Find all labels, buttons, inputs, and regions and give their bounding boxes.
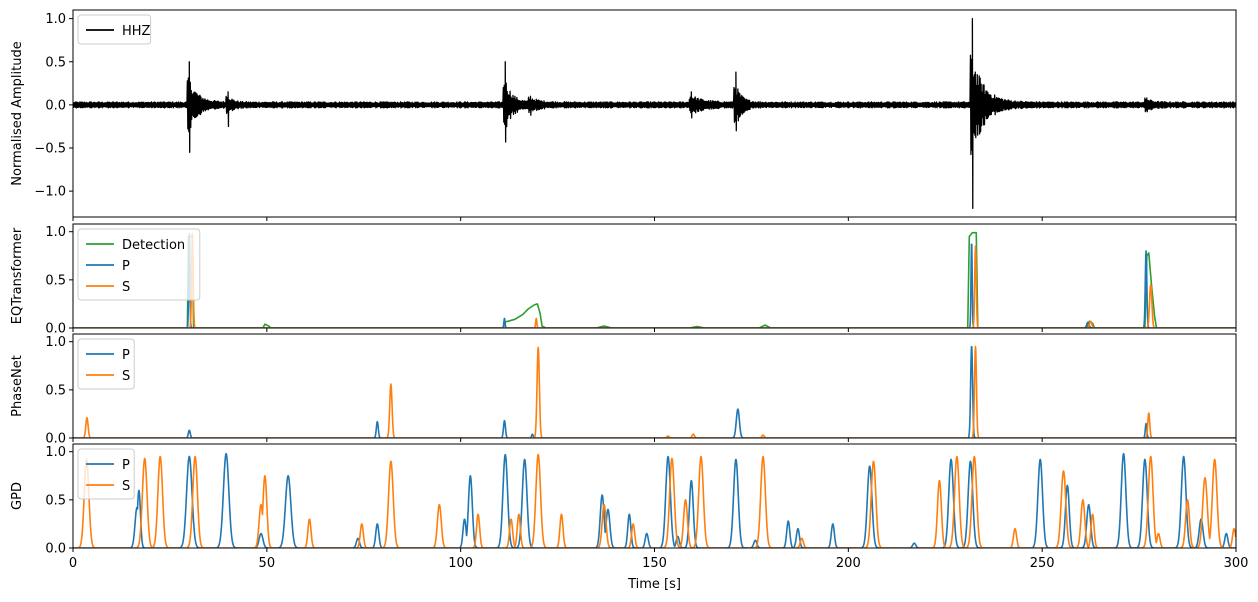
y-tick-label: 0.0: [45, 322, 66, 337]
plot-area: [73, 452, 1236, 548]
axes-frame: [72, 223, 1237, 329]
x-tick-label: 300: [1224, 556, 1249, 571]
legend: PS: [77, 338, 135, 390]
x-axis-label: Time [s]: [627, 577, 681, 592]
series-p-line: [73, 345, 1236, 438]
legend: PS: [77, 448, 135, 500]
x-tick-label: 100: [448, 556, 473, 571]
y-tick-label: 0.5: [45, 273, 66, 288]
y-axis-label: EQTransformer: [10, 227, 25, 324]
y-tick-label: 0.5: [45, 493, 66, 508]
series-s-line: [73, 453, 1236, 548]
y-axis-label: PhaseNet: [10, 355, 25, 417]
legend-label: P: [122, 458, 130, 473]
legend-label: P: [122, 259, 130, 274]
x-tick-label: 250: [1030, 556, 1055, 571]
axes-frame: [72, 9, 1237, 218]
x-tick-label: 150: [642, 556, 667, 571]
y-tick-label: 0.5: [45, 383, 66, 398]
y-tick-label: −0.5: [34, 142, 66, 157]
y-tick-label: 1.0: [45, 12, 66, 27]
x-tick-label: 0: [69, 556, 77, 571]
series-hhz-line: [73, 17, 1236, 210]
y-tick-label: 0.5: [45, 55, 66, 70]
panel-3: 0.0 0.5 1.0 PhaseNet PS: [10, 333, 1237, 447]
legend-label: S: [122, 280, 130, 295]
panel-2: 0.0 0.5 1.0 EQTransformer Detection PS: [10, 223, 1237, 337]
panels: 1.0 0.5 0.0 −0.5 −1.0 Normalised Amplitude HHZ…: [10, 9, 1249, 571]
y-tick-label: 0.0: [45, 98, 66, 113]
legend: HHZ: [77, 14, 152, 45]
legend: Detection PS: [77, 228, 201, 301]
y-axis-label: Normalised Amplitude: [10, 41, 25, 185]
plot-area: [73, 231, 1236, 328]
plot-area: [73, 345, 1236, 438]
panel-1: 1.0 0.5 0.0 −0.5 −1.0 Normalised Amplitude HHZ: [10, 9, 1237, 221]
x-tick-label: 50: [259, 556, 276, 571]
series-s-line: [73, 345, 1236, 438]
legend-label: S: [122, 369, 130, 384]
plot-area: [73, 17, 1236, 210]
legend-box: [77, 338, 135, 390]
x-tick-label: 200: [836, 556, 861, 571]
series-p-line: [73, 232, 1236, 328]
axes-frame: [72, 333, 1237, 439]
legend-box: [77, 448, 135, 500]
y-tick-label: 0.0: [45, 542, 66, 557]
series-detection-line: [73, 231, 1236, 328]
legend-label: Detection: [122, 238, 185, 253]
y-axis-label: GPD: [10, 482, 25, 510]
legend-box: [77, 228, 201, 301]
legend-box: [77, 14, 152, 45]
legend-label: S: [122, 479, 130, 494]
legend-label: HHZ: [122, 24, 151, 39]
y-tick-label: 1.0: [45, 225, 66, 240]
y-tick-label: 1.0: [45, 445, 66, 460]
y-tick-label: 1.0: [45, 335, 66, 350]
y-tick-label: −1.0: [34, 185, 66, 200]
legend-label: P: [122, 348, 130, 363]
series-s-line: [73, 232, 1236, 328]
y-tick-label: 0.0: [45, 432, 66, 447]
panel-4: 0.0 0.5 1.0 0 50 100 150 200 250 300 GPD PS: [10, 443, 1249, 571]
